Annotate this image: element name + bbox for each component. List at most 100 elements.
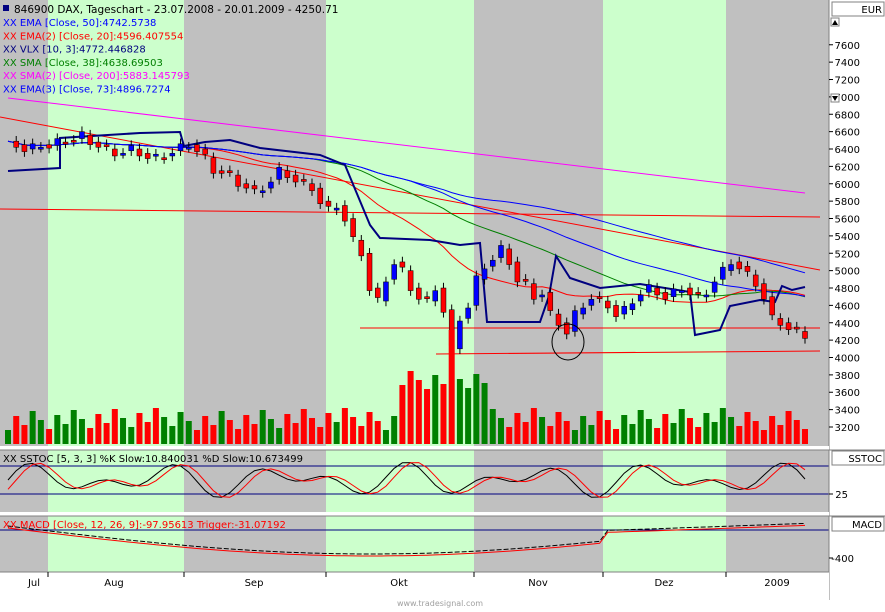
indicator-legend: XX EMA [Close, 50]:4742.5738 XX EMA(2) [C… (3, 18, 190, 96)
candle-body (136, 148, 143, 157)
volume-bar (802, 429, 808, 444)
month-bands (48, 0, 726, 572)
vlx-line (7, 130, 806, 337)
volume-bar (769, 416, 776, 444)
candle-body (391, 264, 397, 280)
volume-bar (87, 428, 94, 444)
scroll-down-icon (832, 96, 838, 101)
candle-body (506, 248, 512, 265)
price-tick-label: 5600 (835, 215, 860, 226)
candle-body (416, 287, 422, 300)
candle-body (605, 300, 611, 309)
candle-body (21, 144, 28, 152)
volume-bar (317, 427, 324, 444)
candle-body (457, 320, 463, 350)
candle-body (317, 187, 323, 204)
bottom-highlight-circle (551, 323, 585, 361)
candle-body (588, 299, 595, 306)
price-tick-label: 3200 (835, 423, 860, 434)
volume-bar (185, 421, 192, 444)
candle-body (777, 318, 784, 326)
price-tick-label: 6400 (835, 145, 860, 156)
candle-body (440, 287, 447, 313)
legend-item-0: XX EMA [Close, 50]:4742.5738 (3, 18, 156, 29)
unit-box (831, 1, 885, 17)
volume-bar (407, 371, 414, 444)
macd-title-box (831, 516, 885, 532)
candle-body (284, 170, 291, 178)
volume-bar (465, 388, 472, 444)
candle-body (424, 296, 430, 299)
price-tick-label: 7400 (835, 58, 860, 69)
candle-body (112, 148, 118, 157)
volume-bar (341, 408, 348, 444)
candle-body (703, 294, 710, 298)
x-axis-ticks: Jul Aug Sep Okt Nov Dez 2009 (27, 572, 790, 589)
candle-body (325, 200, 332, 207)
volume-bar (497, 418, 504, 444)
candle-body (687, 287, 693, 296)
candle-body (637, 294, 644, 302)
volume-bar (481, 383, 488, 444)
price-tick-label: 5000 (835, 267, 860, 278)
volume-bar (144, 422, 151, 444)
volume-bar (530, 408, 537, 444)
candle-body (202, 148, 208, 155)
volume-bar (226, 420, 233, 444)
volume-bar (514, 413, 521, 444)
candle-body (761, 283, 767, 300)
volume-bar (473, 374, 480, 444)
volume-bar (670, 423, 677, 444)
candle-body (251, 185, 258, 190)
volume-bar (580, 416, 587, 444)
candle-body (481, 268, 488, 280)
volume-bar (662, 414, 669, 444)
volume-bar (350, 417, 357, 444)
candle-body (309, 183, 315, 191)
volume-bar (358, 426, 365, 444)
volume-bar (596, 411, 603, 444)
volume-bar (382, 430, 389, 444)
green-band-0 (48, 516, 184, 572)
candle-body (785, 322, 792, 330)
candle-body (29, 143, 36, 150)
candle-body (342, 205, 348, 222)
candle-body (399, 261, 406, 268)
candle-body (769, 296, 775, 316)
x-label-dez: Dez (654, 578, 673, 589)
candle-body (13, 140, 19, 148)
moving-average-lines (7, 97, 806, 337)
candle-body (333, 207, 340, 211)
volume-bar (37, 420, 44, 444)
candle-body (555, 313, 562, 326)
candle-body (218, 170, 225, 174)
volume-bar (54, 415, 61, 444)
trend-line-3 (435, 350, 821, 355)
candle-body (646, 284, 652, 293)
volume-bar (489, 409, 496, 444)
volume-bar (760, 430, 767, 444)
candle-body (752, 274, 759, 287)
candle-body (103, 144, 110, 147)
volume-bar (777, 425, 784, 444)
volume-bar (728, 417, 735, 444)
stoch-label: XX SSTOC [5, 3, 3] %K Slow:10.840031 %D … (3, 454, 303, 465)
candle-body (522, 279, 529, 282)
sma-200-line (7, 97, 806, 194)
price-tick-label: 6600 (835, 128, 860, 139)
price-tick-label: 5400 (835, 232, 860, 243)
candle-body (498, 245, 504, 258)
volume-bar (193, 430, 200, 444)
volume-bar (95, 414, 102, 444)
price-tick-label: 3400 (835, 406, 860, 417)
price-candles (13, 126, 808, 355)
candle-body (670, 288, 677, 297)
price-tick-label: 6200 (835, 162, 860, 173)
volume-bar (46, 429, 53, 444)
candle-body (161, 157, 167, 160)
volume-bar (440, 384, 447, 444)
volume-bar (456, 379, 463, 444)
volume-bar (415, 380, 422, 444)
volume-bar (629, 424, 636, 444)
volume-bar (169, 426, 176, 444)
